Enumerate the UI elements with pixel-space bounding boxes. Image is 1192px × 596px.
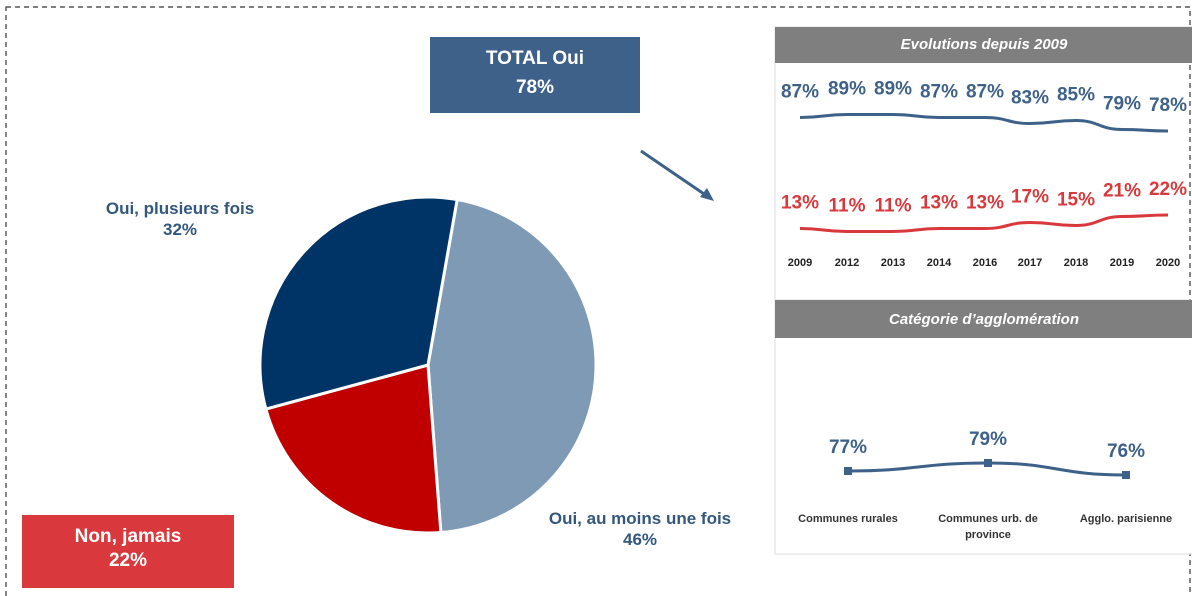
- panel-header: [775, 27, 1192, 63]
- slice-label: Oui, au moins une fois: [548, 509, 732, 528]
- data-label: 87%: [966, 82, 1004, 103]
- data-label: 89%: [874, 79, 912, 100]
- pie-slice: [258, 195, 459, 411]
- series-line: [799, 213, 1169, 233]
- data-label: 79%: [1103, 94, 1141, 115]
- slice-value: 22%: [108, 549, 148, 571]
- x-tick-label: Agglo. parisienne: [1079, 513, 1173, 525]
- data-label: 85%: [1057, 85, 1095, 106]
- arrow-head: [700, 188, 714, 201]
- data-label: 13%: [966, 193, 1004, 214]
- x-tick-label: Communes rurales: [798, 513, 898, 525]
- x-tick-label: 2013: [881, 257, 905, 269]
- data-label: 11%: [875, 196, 912, 217]
- slice-label-group: Oui, au moins une fois 46%: [505, 508, 775, 551]
- data-label: 87%: [781, 82, 819, 103]
- x-tick-label: 2019: [1110, 257, 1134, 269]
- data-label: 77%: [829, 437, 867, 458]
- x-tick-label: 2009: [788, 257, 812, 269]
- data-label: 78%: [1149, 95, 1187, 116]
- point: [1122, 471, 1130, 479]
- slice-value: 32%: [162, 220, 198, 240]
- data-label: 17%: [1011, 187, 1049, 208]
- slice-label: Oui, plusieurs fois: [105, 199, 255, 218]
- x-tick-label: Communes urb. de province: [938, 513, 1038, 541]
- total-label: TOTAL Oui: [485, 48, 585, 69]
- slice-label-group: Oui, plusieurs fois 32%: [95, 198, 265, 241]
- slice-label: Non, jamais: [74, 526, 182, 547]
- panel-header: [775, 300, 1192, 338]
- data-label: 15%: [1057, 190, 1095, 211]
- label-box: [22, 515, 234, 588]
- point: [984, 459, 992, 467]
- data-label: 13%: [920, 193, 958, 214]
- x-tick-label: 2012: [835, 257, 859, 269]
- data-label: 89%: [828, 79, 866, 100]
- total-value: 78%: [515, 77, 555, 98]
- x-tick-label: 2018: [1064, 257, 1088, 269]
- data-label: 79%: [969, 429, 1007, 450]
- data-label: 21%: [1103, 181, 1141, 202]
- pie-slice: [264, 363, 443, 535]
- data-label: 76%: [1107, 441, 1145, 462]
- panel-title: Evolutions depuis 2009: [901, 36, 1068, 53]
- slice-label-group: Non, jamais 22%: [22, 525, 234, 573]
- total-box: [430, 37, 640, 113]
- pie-slice: [426, 197, 598, 535]
- series-line: [799, 112, 1169, 133]
- panel-title: Catégorie d’agglomération: [889, 311, 1079, 328]
- x-tick-label: 2020: [1156, 257, 1180, 269]
- data-label: 22%: [1149, 179, 1187, 200]
- x-tick-label: 2014: [927, 257, 952, 269]
- data-label: 83%: [1011, 88, 1049, 109]
- slice-value: 46%: [622, 530, 658, 550]
- data-label: 13%: [781, 193, 819, 214]
- data-label: 11%: [829, 196, 866, 217]
- data-label: 87%: [920, 82, 958, 103]
- dashed-frame: [5, 6, 1191, 596]
- panel-border: [774, 299, 1192, 555]
- arrow: [640, 149, 708, 198]
- x-tick-label: 2016: [973, 257, 997, 269]
- x-tick-label: 2017: [1018, 257, 1042, 269]
- point: [844, 467, 852, 475]
